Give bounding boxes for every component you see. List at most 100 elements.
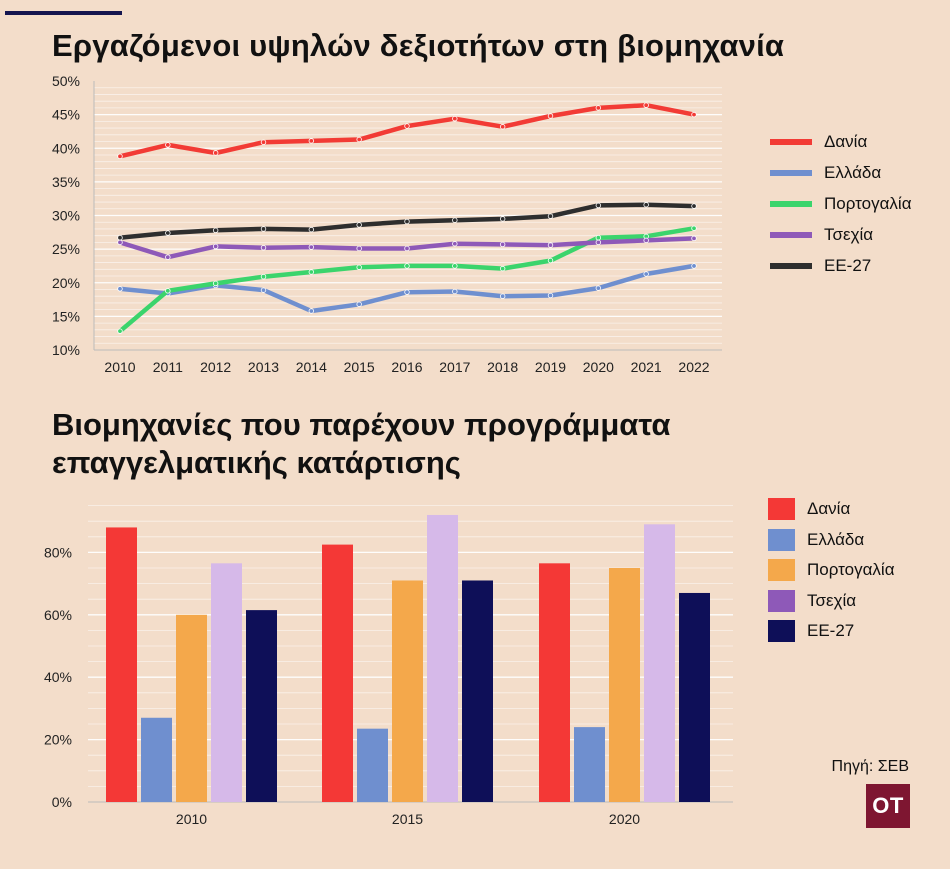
bar bbox=[462, 580, 493, 802]
data-point bbox=[212, 227, 219, 233]
data-point bbox=[117, 153, 123, 160]
legend-label: Πορτογαλία bbox=[807, 560, 895, 580]
legend-label: Τσεχία bbox=[824, 224, 874, 244]
data-point bbox=[452, 115, 458, 122]
legend-label: ΕΕ-27 bbox=[824, 255, 872, 275]
chart2-title: Βιομηχανίες που παρέχουν προγράμματα επα… bbox=[52, 407, 671, 480]
x-tick-label: 2016 bbox=[391, 359, 422, 375]
data-point bbox=[643, 237, 649, 244]
series-line bbox=[117, 263, 697, 314]
x-tick-label: 2019 bbox=[535, 359, 566, 375]
y-tick-label: 15% bbox=[52, 308, 80, 324]
data-point bbox=[404, 123, 410, 129]
legend-swatch bbox=[768, 559, 795, 582]
data-point bbox=[499, 216, 506, 222]
data-point bbox=[356, 136, 362, 143]
legend-swatch bbox=[770, 200, 812, 207]
data-point bbox=[595, 234, 602, 241]
legend-item: Πορτογαλία bbox=[770, 188, 912, 219]
data-point bbox=[212, 280, 219, 287]
legend-item: Ελλάδα bbox=[770, 157, 912, 188]
legend-swatch bbox=[770, 231, 812, 238]
bar-chart: 0% 20% 40% 60% 80% 2010 2015 2020 bbox=[44, 505, 733, 827]
data-point bbox=[212, 243, 219, 250]
y-tick-label: 20% bbox=[52, 275, 80, 291]
y-tick-label: 25% bbox=[52, 241, 80, 257]
data-point bbox=[356, 301, 362, 307]
data-point bbox=[212, 150, 219, 156]
x-tick-label: 2020 bbox=[583, 359, 614, 375]
data-point bbox=[595, 202, 602, 209]
data-point bbox=[499, 265, 506, 272]
publisher-logo: OT bbox=[866, 784, 910, 828]
bar bbox=[357, 728, 388, 802]
data-point bbox=[547, 213, 554, 219]
data-point bbox=[165, 254, 171, 260]
x-tick-label: 2012 bbox=[200, 359, 231, 375]
bar bbox=[246, 610, 277, 802]
bar-chart-legend: Δανία Ελλάδα Πορτογαλία Τσεχία ΕΕ-27 bbox=[768, 494, 895, 647]
data-point bbox=[691, 263, 697, 269]
legend-swatch bbox=[768, 498, 795, 521]
top-accent-rule bbox=[5, 11, 122, 15]
legend-item: Τσεχία bbox=[768, 586, 895, 617]
x-tick-label: 2020 bbox=[609, 811, 640, 827]
data-point bbox=[260, 287, 267, 293]
y-tick-label: 45% bbox=[52, 107, 80, 123]
data-point bbox=[356, 264, 362, 270]
data-point bbox=[404, 245, 410, 252]
data-point bbox=[499, 124, 506, 130]
y-tick-label: 80% bbox=[44, 544, 72, 560]
legend-label: Ελλάδα bbox=[807, 529, 865, 549]
legend-label: Πορτογαλία bbox=[824, 193, 912, 213]
legend-label: Δανία bbox=[807, 499, 851, 519]
data-point bbox=[643, 102, 649, 108]
x-tick-label: 2011 bbox=[153, 359, 183, 375]
data-point bbox=[643, 202, 649, 208]
bar bbox=[427, 514, 458, 802]
data-point bbox=[691, 111, 697, 118]
data-point bbox=[547, 242, 554, 248]
y-tick-label: 40% bbox=[52, 140, 80, 156]
x-tick-label: 2013 bbox=[248, 359, 279, 375]
y-tick-label: 50% bbox=[52, 73, 80, 89]
y-tick-label: 10% bbox=[52, 342, 80, 358]
bar bbox=[609, 568, 640, 802]
data-point bbox=[452, 288, 458, 295]
legend-label: Δανία bbox=[824, 131, 868, 151]
legend-swatch bbox=[770, 169, 812, 176]
data-point bbox=[547, 113, 554, 119]
y-tick-label: 35% bbox=[52, 174, 80, 190]
data-point bbox=[547, 292, 554, 299]
data-point bbox=[452, 241, 458, 247]
legend-item: Ελλάδα bbox=[768, 525, 895, 556]
chart1-title: Εργαζόμενοι υψηλών δεξιοτήτων στη βιομηχ… bbox=[52, 28, 785, 63]
data-point bbox=[308, 308, 315, 314]
x-tick-label: 2015 bbox=[344, 359, 375, 375]
bar bbox=[392, 580, 423, 802]
y-tick-label: 60% bbox=[44, 607, 72, 623]
legend-swatch bbox=[768, 528, 795, 551]
data-point bbox=[308, 244, 315, 250]
bar bbox=[539, 563, 570, 802]
data-point bbox=[356, 222, 362, 228]
y-tick-label: 30% bbox=[52, 208, 80, 224]
legend-swatch bbox=[768, 620, 795, 643]
legend-label: Τσεχία bbox=[807, 590, 857, 610]
data-point bbox=[452, 217, 458, 223]
bar bbox=[322, 544, 353, 802]
data-point bbox=[117, 239, 123, 246]
legend-item: ΕΕ-27 bbox=[770, 250, 912, 281]
data-point bbox=[595, 239, 602, 246]
data-point bbox=[452, 263, 458, 269]
data-point bbox=[499, 241, 506, 248]
bar bbox=[211, 563, 242, 802]
data-point bbox=[691, 235, 697, 242]
data-point bbox=[117, 286, 123, 292]
data-point bbox=[260, 273, 267, 280]
bar bbox=[141, 717, 172, 802]
legend-item: Δανία bbox=[770, 126, 912, 157]
data-point bbox=[117, 328, 123, 334]
data-point bbox=[165, 142, 171, 148]
data-point bbox=[308, 138, 315, 144]
